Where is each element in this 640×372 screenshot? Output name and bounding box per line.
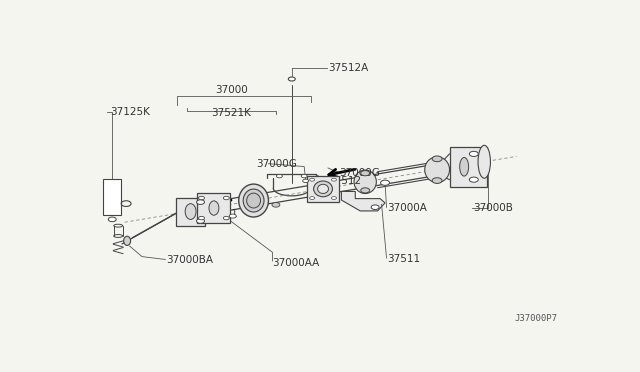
Circle shape	[276, 174, 282, 178]
Circle shape	[108, 217, 116, 222]
Circle shape	[371, 205, 379, 209]
Text: -1: -1	[229, 209, 239, 219]
Ellipse shape	[239, 184, 269, 217]
Text: 37000BA: 37000BA	[166, 255, 213, 265]
Circle shape	[229, 214, 236, 218]
Text: 37000G: 37000G	[339, 168, 380, 178]
Circle shape	[198, 196, 205, 200]
Text: 37000A: 37000A	[388, 203, 428, 213]
Circle shape	[310, 197, 315, 199]
Text: 37000: 37000	[215, 86, 248, 96]
Text: 37512: 37512	[328, 176, 361, 186]
FancyBboxPatch shape	[197, 193, 230, 223]
Ellipse shape	[124, 236, 131, 246]
Text: 37000AA: 37000AA	[273, 258, 320, 268]
Circle shape	[432, 156, 442, 162]
Circle shape	[301, 174, 307, 178]
FancyBboxPatch shape	[449, 147, 486, 187]
Text: 37521K: 37521K	[211, 108, 252, 118]
FancyBboxPatch shape	[307, 176, 339, 202]
Text: 37512A: 37512A	[328, 62, 368, 73]
Ellipse shape	[317, 184, 328, 193]
Circle shape	[469, 177, 478, 182]
Circle shape	[332, 197, 337, 199]
Circle shape	[289, 77, 295, 81]
Text: 37125K: 37125K	[110, 107, 150, 117]
Text: 37000B: 37000B	[473, 203, 513, 213]
Circle shape	[223, 196, 229, 200]
Ellipse shape	[478, 145, 490, 178]
Ellipse shape	[185, 204, 196, 219]
Text: 37000G: 37000G	[256, 159, 297, 169]
Circle shape	[361, 171, 370, 176]
Circle shape	[469, 151, 478, 157]
Ellipse shape	[314, 181, 332, 197]
Circle shape	[272, 203, 280, 207]
Ellipse shape	[246, 193, 260, 208]
FancyBboxPatch shape	[176, 198, 205, 225]
Text: J37000P7: J37000P7	[514, 314, 557, 323]
Ellipse shape	[460, 157, 468, 176]
Ellipse shape	[209, 201, 219, 215]
Circle shape	[196, 219, 205, 223]
Circle shape	[432, 178, 442, 183]
Ellipse shape	[243, 189, 264, 212]
Polygon shape	[341, 192, 385, 211]
Circle shape	[303, 179, 308, 183]
Circle shape	[310, 178, 315, 181]
Circle shape	[381, 180, 390, 185]
Circle shape	[332, 178, 337, 181]
Text: 37511: 37511	[388, 254, 420, 264]
Circle shape	[198, 217, 205, 220]
Ellipse shape	[425, 157, 449, 183]
Circle shape	[223, 217, 229, 220]
Ellipse shape	[354, 170, 376, 193]
FancyBboxPatch shape	[103, 179, 121, 215]
Circle shape	[361, 188, 370, 193]
Circle shape	[196, 200, 205, 204]
